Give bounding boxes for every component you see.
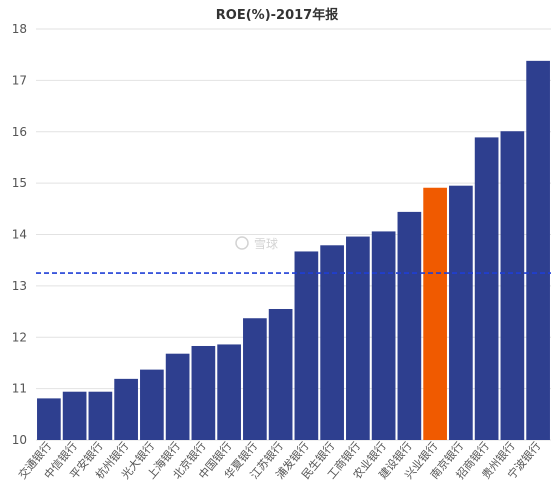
- chart-title: ROE(%)-2017年报: [216, 7, 339, 23]
- bar: [397, 211, 422, 440]
- bar: [88, 391, 113, 440]
- x-axis-ticks: 交通银行中信银行平安银行杭州银行光大银行上海银行北京银行中国银行华夏银行江苏银行…: [15, 439, 543, 482]
- watermark: 雪球: [235, 236, 278, 251]
- bar: [165, 353, 190, 440]
- bar: [191, 345, 216, 440]
- bar: [114, 378, 138, 440]
- y-tick-label: 10: [12, 433, 27, 447]
- bar: [500, 131, 525, 440]
- y-tick-label: 15: [12, 176, 27, 190]
- bar: [474, 137, 499, 440]
- bar: [62, 391, 87, 440]
- bar: [320, 245, 344, 440]
- y-tick-label: 13: [12, 279, 27, 293]
- bar: [37, 398, 61, 440]
- bar: [140, 369, 164, 440]
- bar: [217, 344, 241, 440]
- y-tick-label: 16: [12, 125, 27, 139]
- bar: [526, 60, 550, 440]
- weibo-icon: [235, 236, 249, 250]
- y-tick-label: 11: [12, 382, 27, 396]
- bar: [243, 318, 267, 440]
- bars: [37, 60, 550, 440]
- bar: [346, 236, 370, 440]
- y-tick-label: 12: [12, 330, 27, 344]
- y-tick-label: 14: [12, 228, 27, 242]
- gridlines: [36, 28, 551, 441]
- watermark-text: 雪球: [254, 237, 278, 251]
- bar: [449, 185, 473, 440]
- y-tick-label: 18: [12, 22, 27, 36]
- bar: [423, 187, 447, 440]
- bar: [371, 231, 396, 440]
- bar: [268, 308, 293, 440]
- bar: [294, 251, 319, 440]
- y-axis-ticks: 10 11 12 13 14 15 16 17 18: [12, 22, 27, 447]
- y-tick-label: 17: [12, 73, 27, 87]
